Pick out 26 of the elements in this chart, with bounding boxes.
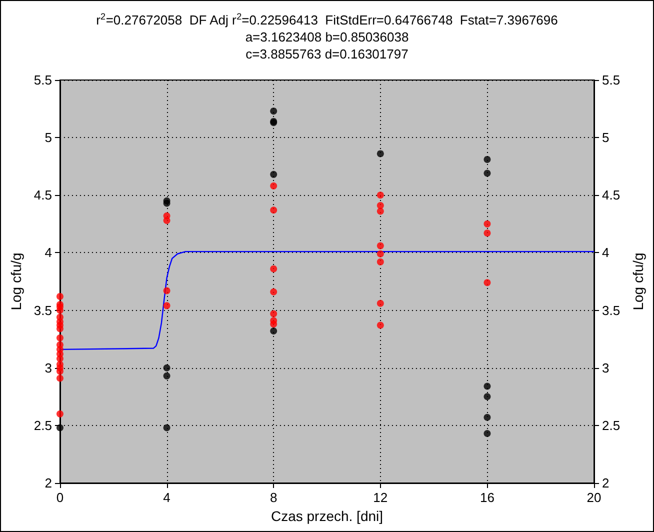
y2-tick-label: 2.5 <box>602 418 620 433</box>
y2-axis-title: Log cfu/g <box>630 252 646 310</box>
y-tick-label: 2.5 <box>34 418 52 433</box>
y2-tick-label: 3 <box>602 360 610 376</box>
y2-tick-label: 4 <box>602 245 610 260</box>
x-tick-label: 8 <box>270 490 278 505</box>
y2-tick-label: 2 <box>602 476 610 490</box>
x-tick-label: 16 <box>480 490 494 505</box>
y2-tick-label: 4.5 <box>602 188 620 203</box>
x-tick-label: 0 <box>56 490 64 505</box>
y2-tick-label: 5.5 <box>602 72 620 88</box>
y-axis-title: Log cfu/g <box>8 252 24 310</box>
y-tick-label: 4.5 <box>34 188 52 203</box>
y-tick-label: 2 <box>44 476 52 490</box>
y2-tick-label: 5 <box>602 130 610 146</box>
y-tick-label: 5.5 <box>34 72 52 88</box>
x-tick-label: 20 <box>586 490 602 505</box>
y-tick-label: 3.5 <box>34 302 52 318</box>
y-tick-label: 5 <box>44 130 52 146</box>
y-tick-label: 4 <box>44 245 52 260</box>
y-tick-label: 3 <box>44 360 52 376</box>
x-tick-label: 12 <box>373 490 388 505</box>
chart-subtitle: a=3.1623408 b=0.85036038 c=3.8855763 d=0.16301797 <box>245 30 409 62</box>
y2-tick-label: 3.5 <box>602 302 620 318</box>
x-tick-label: 4 <box>163 490 170 505</box>
x-axis-title: Czas przech. [dni] <box>270 508 384 524</box>
